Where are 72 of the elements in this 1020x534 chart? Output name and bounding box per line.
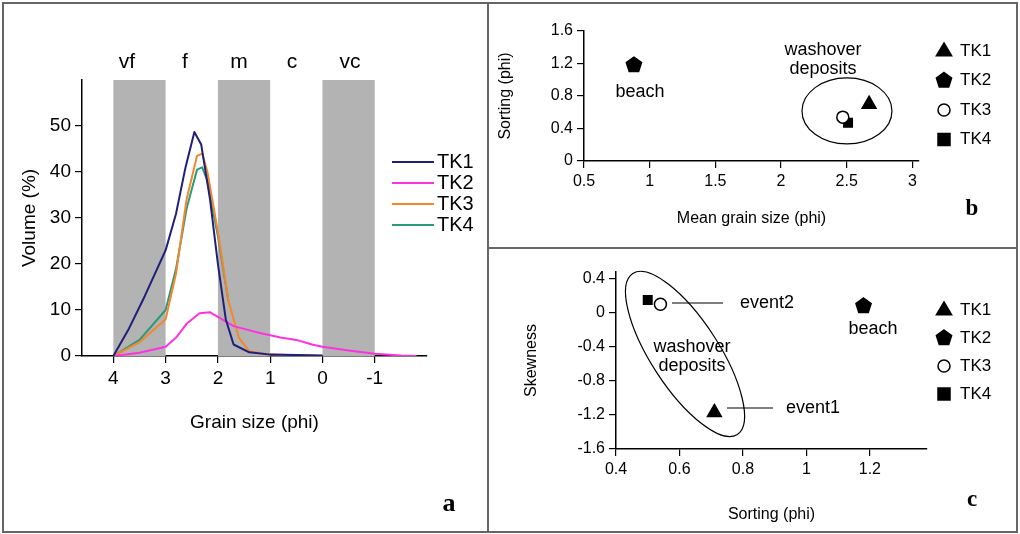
annotation: beach — [848, 317, 898, 338]
x-tick-label: 4 — [108, 366, 120, 388]
y-axis-title: Skewness — [522, 324, 540, 397]
legend-label: TK1 — [960, 299, 992, 319]
point — [855, 297, 872, 314]
annotation: beach — [615, 80, 665, 101]
legend-label: TK3 — [960, 355, 992, 375]
y-tick-label: 10 — [49, 298, 71, 320]
y-tick-label: -0.4 — [577, 337, 606, 355]
text: f — [182, 48, 189, 72]
x-axis-title: Grain size (phi) — [190, 410, 319, 432]
y-tick-label: 30 — [49, 206, 71, 228]
x-tick-label: 2 — [776, 172, 786, 190]
point — [706, 403, 723, 418]
x-tick-label: 3 — [907, 172, 917, 190]
x-tick-label: 0.4 — [604, 460, 628, 478]
y-tick-label: 0.4 — [550, 118, 574, 136]
y-tick-label: 1.6 — [550, 21, 574, 39]
point — [625, 56, 643, 73]
point — [642, 295, 653, 306]
y-tick-label: -0.8 — [577, 371, 606, 389]
point — [861, 95, 877, 109]
annotation: event1 — [785, 396, 841, 417]
legend-label: TK1 — [960, 40, 992, 60]
x-tick-label: 1 — [801, 460, 811, 478]
text: b — [965, 194, 979, 220]
y-tick-label: 1.2 — [550, 53, 574, 71]
y-tick-label: -1.2 — [577, 405, 606, 423]
point — [653, 297, 668, 312]
legend-label: TK3 — [437, 191, 474, 214]
x-tick-label: 1 — [645, 172, 655, 190]
text: c — [286, 48, 298, 72]
x-tick-label: 0.6 — [668, 460, 691, 478]
x-tick-label: 0.5 — [572, 172, 596, 190]
legend-label: TK4 — [960, 129, 992, 149]
point — [836, 110, 850, 124]
x-tick-label: 3 — [160, 366, 171, 388]
text: vf — [118, 48, 136, 72]
text: c — [966, 485, 978, 511]
text: vc — [339, 48, 361, 72]
y-tick-label: 40 — [49, 160, 71, 182]
y-tick-label: 50 — [49, 114, 71, 136]
x-tick-label: -1 — [366, 366, 384, 388]
x-tick-label: 0 — [317, 366, 328, 388]
x-axis-title: Sorting (phi) — [727, 504, 816, 522]
y-tick-label: 0.8 — [550, 86, 574, 104]
legend-label: TK3 — [960, 99, 992, 119]
legend-label: TK4 — [437, 212, 474, 235]
legend-label: TK2 — [960, 327, 992, 347]
legend-label: TK2 — [437, 170, 474, 193]
y-tick-label: 0 — [564, 151, 574, 169]
x-tick-label: 1 — [264, 366, 276, 388]
legend-label: TK2 — [960, 70, 992, 90]
annotation: event2 — [739, 291, 795, 312]
x-tick-label: 1.5 — [704, 172, 727, 190]
y-tick-label: 0.4 — [582, 269, 606, 287]
x-axis-title: Mean grain size (phi) — [676, 208, 827, 226]
legend-label: TK1 — [437, 149, 474, 172]
x-tick-label: 0.8 — [731, 460, 755, 478]
text: m — [230, 48, 248, 72]
y-tick-label: 0 — [60, 344, 71, 366]
y-axis-title: Volume (%) — [17, 168, 39, 268]
y-tick-label: 20 — [49, 252, 71, 274]
y-tick-label: 0 — [596, 303, 606, 321]
y-tick-label: -1.6 — [577, 439, 606, 457]
x-tick-label: 1.2 — [858, 460, 882, 478]
annotation: washover deposits — [783, 39, 862, 79]
legend-label: TK4 — [960, 383, 992, 403]
x-tick-label: 2.5 — [835, 172, 858, 190]
y-axis-title: Sorting (phi) — [496, 52, 514, 140]
text: a — [442, 487, 456, 517]
x-tick-label: 2 — [212, 366, 224, 388]
